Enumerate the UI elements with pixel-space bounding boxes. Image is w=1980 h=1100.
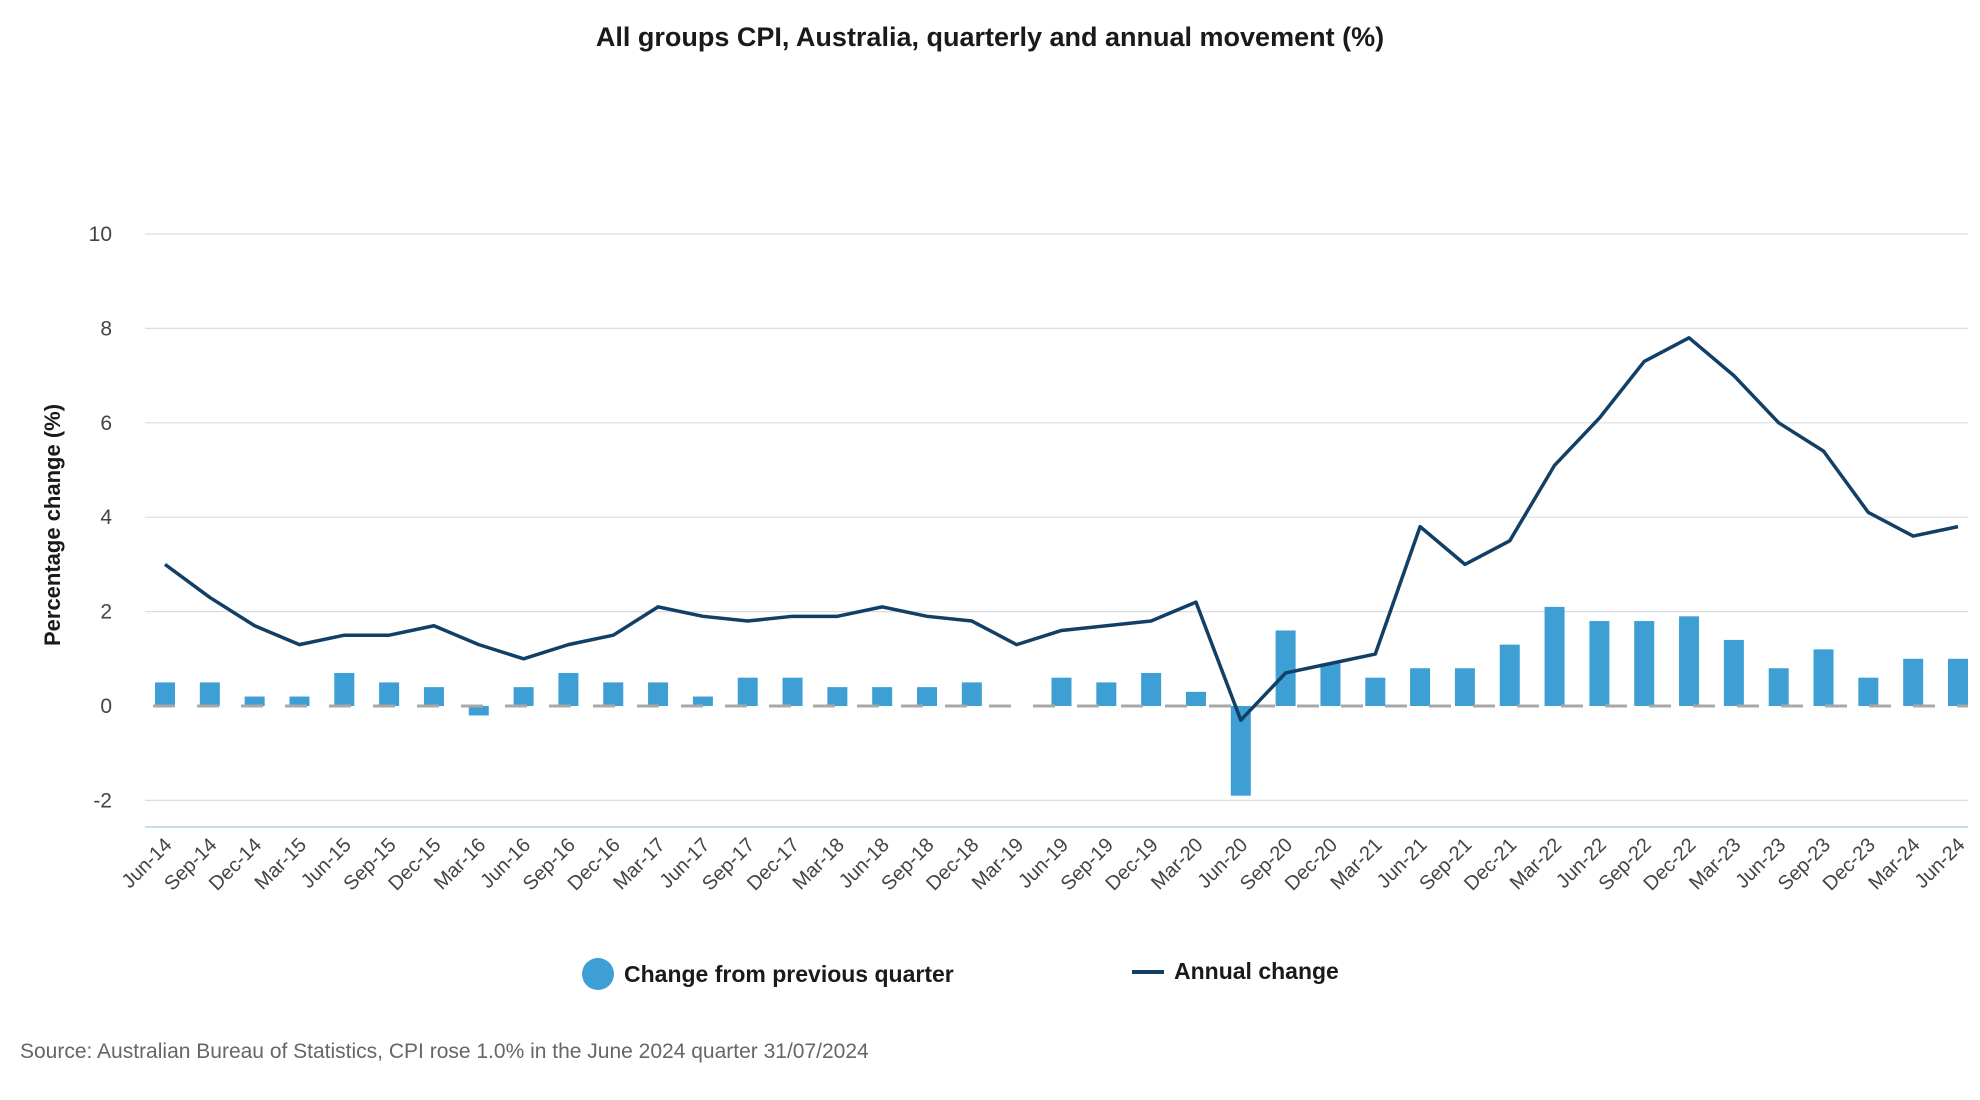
bar[interactable] [1320, 663, 1341, 706]
bar[interactable] [1096, 682, 1117, 706]
bar[interactable] [468, 706, 489, 716]
x-tick-label: Jun-24 [1911, 834, 1970, 893]
bar[interactable] [961, 682, 982, 706]
gridlines [145, 233, 1968, 828]
y-tick-label: 0 [100, 695, 112, 718]
bar[interactable] [1185, 691, 1206, 706]
y-tick-label: -2 [93, 789, 112, 812]
bar[interactable] [513, 687, 534, 706]
bar[interactable] [558, 672, 579, 706]
bar[interactable] [1813, 649, 1834, 706]
bar[interactable] [1141, 672, 1162, 706]
bar[interactable] [648, 682, 669, 706]
legend-line-label: Annual change [1174, 958, 1339, 984]
y-tick-label: 10 [89, 223, 112, 246]
bar[interactable] [782, 677, 803, 706]
bar[interactable] [692, 696, 713, 706]
x-tick-labels: Jun-14Sep-14Dec-14Mar-15Jun-15Sep-15Dec-… [118, 834, 1970, 895]
x-tick-label: Mar-17 [609, 834, 669, 894]
bar[interactable] [1230, 706, 1251, 796]
bar[interactable] [1903, 658, 1924, 706]
bar[interactable] [872, 687, 893, 706]
x-tick-label: Mar-16 [430, 834, 490, 894]
y-tick-label: 8 [100, 317, 112, 340]
bar[interactable] [379, 682, 400, 706]
legend-bar-label: Change from previous quarter [624, 960, 954, 987]
y-axis-label: Percentage change (%) [40, 404, 65, 646]
bar[interactable] [1454, 668, 1475, 706]
x-tick-label: Mar-20 [1147, 834, 1207, 894]
bar[interactable] [1723, 639, 1744, 706]
x-tick-label: Mar-23 [1685, 834, 1745, 894]
annual-change-line[interactable] [163, 336, 1959, 722]
legend-line-swatch [1132, 969, 1164, 974]
y-tick-label: 6 [100, 412, 112, 435]
x-tick-label: Mar-24 [1864, 834, 1924, 894]
x-tick-label: Mar-22 [1506, 834, 1566, 894]
bar[interactable] [827, 687, 848, 706]
bar[interactable] [1365, 677, 1386, 706]
y-tick-labels: -2 0 2 4 6 8 10 [89, 223, 113, 812]
legend-item-annual[interactable]: Annual change [1132, 958, 1339, 985]
bar[interactable] [1634, 621, 1655, 706]
bar[interactable] [1275, 630, 1296, 706]
bar[interactable] [603, 682, 624, 706]
x-tick-label: Mar-19 [968, 834, 1028, 894]
x-tick-label: Mar-15 [251, 834, 311, 894]
bar[interactable] [1051, 677, 1072, 706]
bar[interactable] [917, 687, 938, 706]
chart-title: All groups CPI, Australia, quarterly and… [595, 22, 1385, 52]
bar[interactable] [1499, 644, 1520, 706]
bar-series [155, 606, 1968, 796]
source-note: Source: Australian Bureau of Statistics,… [20, 1040, 869, 1063]
x-tick-label: Mar-18 [789, 834, 849, 894]
bar[interactable] [1589, 621, 1610, 706]
bar[interactable] [1679, 616, 1700, 706]
x-tick-label: Mar-21 [1326, 834, 1386, 894]
bar[interactable] [199, 682, 220, 706]
bar[interactable] [289, 696, 310, 706]
line-series [163, 336, 1959, 722]
bar[interactable] [244, 696, 265, 706]
bar[interactable] [1948, 658, 1968, 706]
bar[interactable] [155, 682, 175, 706]
bar[interactable] [1410, 668, 1431, 706]
legend-item-quarterly[interactable]: Change from previous quarter [582, 958, 954, 990]
bar[interactable] [737, 677, 758, 706]
y-tick-label: 4 [100, 506, 112, 529]
y-tick-label: 2 [100, 601, 112, 624]
bar[interactable] [1544, 606, 1565, 706]
legend-bar-swatch [582, 958, 614, 990]
legend: Change from previous quarter Annual chan… [0, 958, 1980, 1008]
bar[interactable] [1858, 677, 1879, 706]
bar[interactable] [334, 672, 355, 706]
bar[interactable] [423, 687, 444, 706]
bar[interactable] [1768, 668, 1789, 706]
